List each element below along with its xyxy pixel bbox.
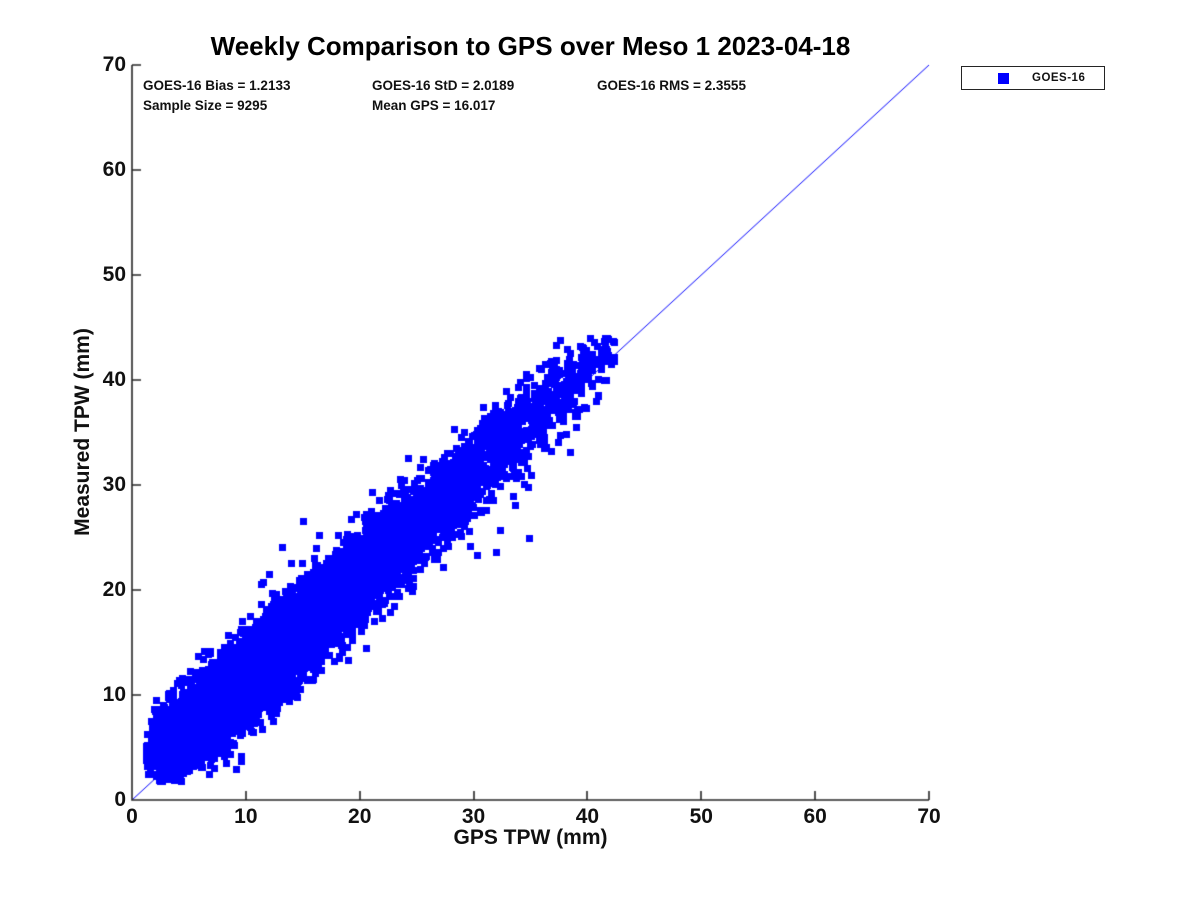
legend: GOES-16 — [961, 66, 1105, 90]
x-tick-label-10: 10 — [234, 805, 258, 828]
x-tick-label-70: 70 — [917, 805, 941, 828]
x-tick-label-30: 30 — [461, 805, 486, 828]
legend-label: GOES-16 — [1032, 72, 1086, 84]
legend-square-marker-icon — [998, 72, 1009, 84]
x-tick-label-40: 40 — [575, 805, 600, 828]
stat-sample-size: Sample Size = 9295 — [143, 98, 268, 113]
x-tick-label-60: 60 — [803, 805, 827, 828]
y-tick-label-60: 60 — [102, 158, 126, 181]
stat-bias: GOES-16 Bias = 1.2133 — [143, 78, 291, 93]
x-tick-label-50: 50 — [689, 805, 713, 828]
chart-title: Weekly Comparison to GPS over Meso 1 202… — [210, 31, 851, 61]
y-tick-label-40: 40 — [102, 368, 126, 391]
y-tick-label-50: 50 — [102, 263, 126, 286]
y-tick-label-20: 20 — [102, 578, 126, 601]
x-tick-label-0: 0 — [126, 805, 138, 828]
y-tick-label-10: 10 — [102, 683, 126, 706]
stat-mean-gps: Mean GPS = 16.017 — [372, 98, 496, 113]
x-tick-label-20: 20 — [348, 805, 372, 828]
y-tick-label-30: 30 — [102, 473, 126, 496]
x-axis-label: GPS TPW (mm) — [453, 826, 608, 849]
stat-rms: GOES-16 RMS = 2.3555 — [597, 78, 746, 93]
y-tick-label-0: 0 — [114, 788, 126, 811]
stat-std: GOES-16 StD = 2.0189 — [372, 78, 515, 93]
y-axis-label: Measured TPW (mm) — [71, 328, 94, 536]
y-tick-label-70: 70 — [102, 53, 126, 76]
